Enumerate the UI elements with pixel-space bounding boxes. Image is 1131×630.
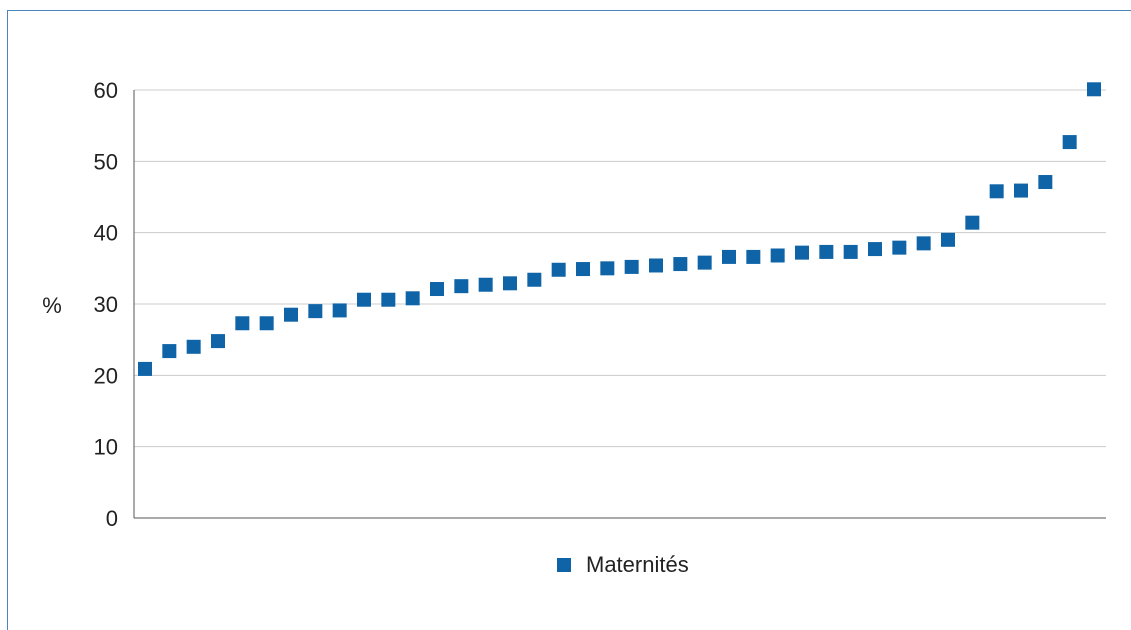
data-point: [551, 262, 566, 277]
data-point: [746, 249, 761, 264]
data-point: [576, 262, 590, 277]
y-axis-label: %: [42, 293, 62, 318]
data-point: [308, 304, 323, 319]
data-point: [697, 255, 712, 270]
data-point: [454, 279, 469, 294]
data-point: [892, 240, 907, 255]
y-tick-label: 50: [94, 149, 118, 174]
data-point: [332, 303, 347, 318]
data-point: [819, 244, 834, 259]
y-tick-label: 40: [94, 221, 118, 246]
y-tick-label: 20: [94, 363, 118, 388]
data-point: [989, 184, 1004, 199]
data-point: [381, 292, 396, 307]
data-point: [624, 259, 639, 274]
data-point: [1014, 183, 1028, 198]
grid-lines: [134, 89, 1106, 448]
y-tick-label: 30: [94, 292, 118, 317]
data-point: [770, 248, 785, 263]
data-point: [503, 276, 517, 291]
data-point: [284, 307, 298, 322]
data-point: [235, 316, 250, 331]
y-tick-label: 10: [94, 435, 118, 460]
data-point: [649, 258, 663, 273]
data-point: [1038, 175, 1053, 190]
data-point: [138, 361, 152, 376]
y-tick-label: 60: [94, 78, 118, 103]
data-point: [211, 334, 225, 349]
data-point: [430, 282, 444, 297]
data-point: [527, 272, 542, 287]
axes: [133, 90, 1106, 519]
data-point: [405, 291, 420, 306]
data-point: [843, 244, 858, 259]
data-point: [941, 232, 955, 247]
data-point: [795, 245, 809, 260]
legend: Maternités: [557, 552, 689, 577]
data-point: [259, 316, 274, 331]
legend-marker-icon: [557, 558, 571, 572]
data-point: [186, 339, 201, 354]
data-point: [673, 257, 688, 272]
data-point: [722, 249, 736, 264]
data-point: [600, 261, 615, 276]
legend-label: Maternités: [586, 552, 689, 577]
data-point: [965, 215, 980, 230]
y-tick-label: 0: [106, 506, 118, 531]
y-tick-labels: 0 10 20 30 40 50 60: [94, 78, 118, 531]
data-point: [162, 344, 177, 359]
data-point: [916, 236, 931, 251]
data-point: [1087, 82, 1101, 97]
data-points: [138, 82, 1101, 376]
chart-frame: [7, 10, 1131, 630]
data-point: [868, 242, 882, 257]
data-point: [478, 277, 493, 292]
data-point: [357, 292, 371, 307]
data-point: [1062, 135, 1077, 150]
